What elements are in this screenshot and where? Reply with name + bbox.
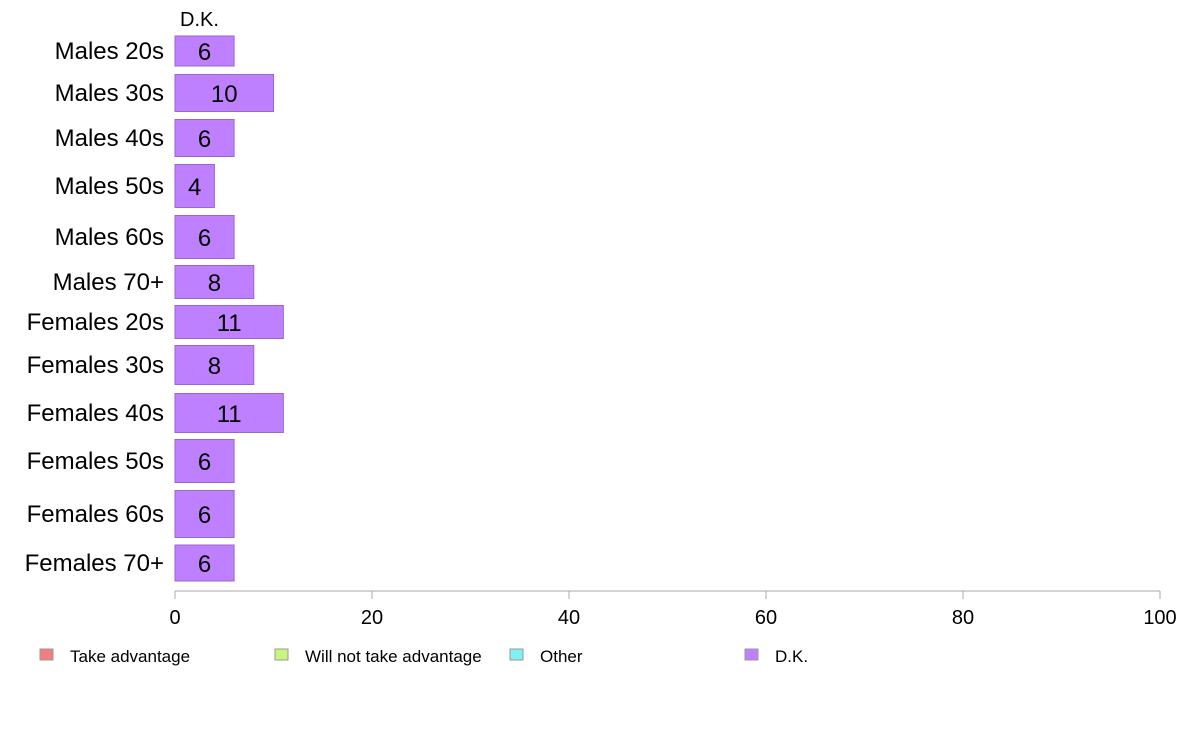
- bar-segment: [174, 215, 235, 259]
- category-label: Females 30s: [27, 352, 164, 379]
- value-label: 8: [208, 270, 221, 297]
- x-tick-label: 20: [361, 607, 383, 629]
- x-tick-label: 60: [755, 607, 777, 629]
- category-label: Males 40s: [55, 125, 164, 152]
- legend-swatch: [744, 648, 759, 661]
- category-labels: Males 20s Males 30s Males 40s Males 50s Male…: [25, 38, 164, 577]
- bar-segment: [174, 164, 215, 208]
- value-label: 11: [217, 310, 242, 337]
- value-label: 10: [211, 81, 238, 108]
- category-label: Females 20s: [27, 309, 164, 336]
- legend-swatch: [509, 648, 524, 661]
- value-label: 6: [198, 449, 211, 476]
- x-axis: 0 20 40 60 80 100: [169, 590, 1177, 629]
- legend-swatch: [39, 648, 54, 661]
- bar-segment: [174, 119, 235, 157]
- x-tick-label: 80: [952, 607, 974, 629]
- value-label: 11: [217, 401, 242, 428]
- category-label: Females 70+: [25, 550, 164, 577]
- value-label: 8: [208, 353, 221, 380]
- category-label: Males 60s: [55, 224, 164, 251]
- x-tick-label: 0: [169, 607, 180, 629]
- value-label: 6: [198, 39, 211, 66]
- category-label: Females 50s: [27, 448, 164, 475]
- value-label: 6: [198, 551, 211, 578]
- x-tick-label: 100: [1143, 607, 1176, 629]
- bar-segment: [174, 544, 235, 582]
- category-label: Males 70+: [53, 269, 164, 296]
- category-label: Males 30s: [55, 80, 164, 107]
- bar-segment: [174, 305, 284, 339]
- value-label: 6: [198, 126, 211, 153]
- bar-segment: [174, 393, 284, 433]
- value-label: 4: [188, 174, 201, 201]
- legend-swatch: [274, 648, 289, 661]
- legend-label: D.K.: [775, 647, 808, 666]
- bar-segment: [174, 345, 255, 385]
- bar-segment: [174, 35, 235, 67]
- bar-segment: [174, 74, 274, 112]
- bar-segment: [174, 490, 235, 538]
- bar-segment: [174, 265, 255, 299]
- legend-label: Take advantage: [70, 647, 190, 666]
- value-label: 6: [198, 502, 211, 529]
- legend-label: Other: [540, 647, 583, 666]
- category-label: Females 60s: [27, 501, 164, 528]
- category-label: Males 20s: [55, 38, 164, 65]
- category-label: Males 50s: [55, 173, 164, 200]
- legend: Take advantage Will not take advantage Oth…: [39, 647, 808, 666]
- category-label: Females 40s: [27, 400, 164, 427]
- bars-group: [174, 35, 284, 582]
- x-tick-label: 40: [558, 607, 580, 629]
- value-label: 6: [198, 225, 211, 252]
- legend-label: Will not take advantage: [305, 647, 482, 666]
- column-header: D.K.: [180, 9, 219, 31]
- bar-segment: [174, 439, 235, 483]
